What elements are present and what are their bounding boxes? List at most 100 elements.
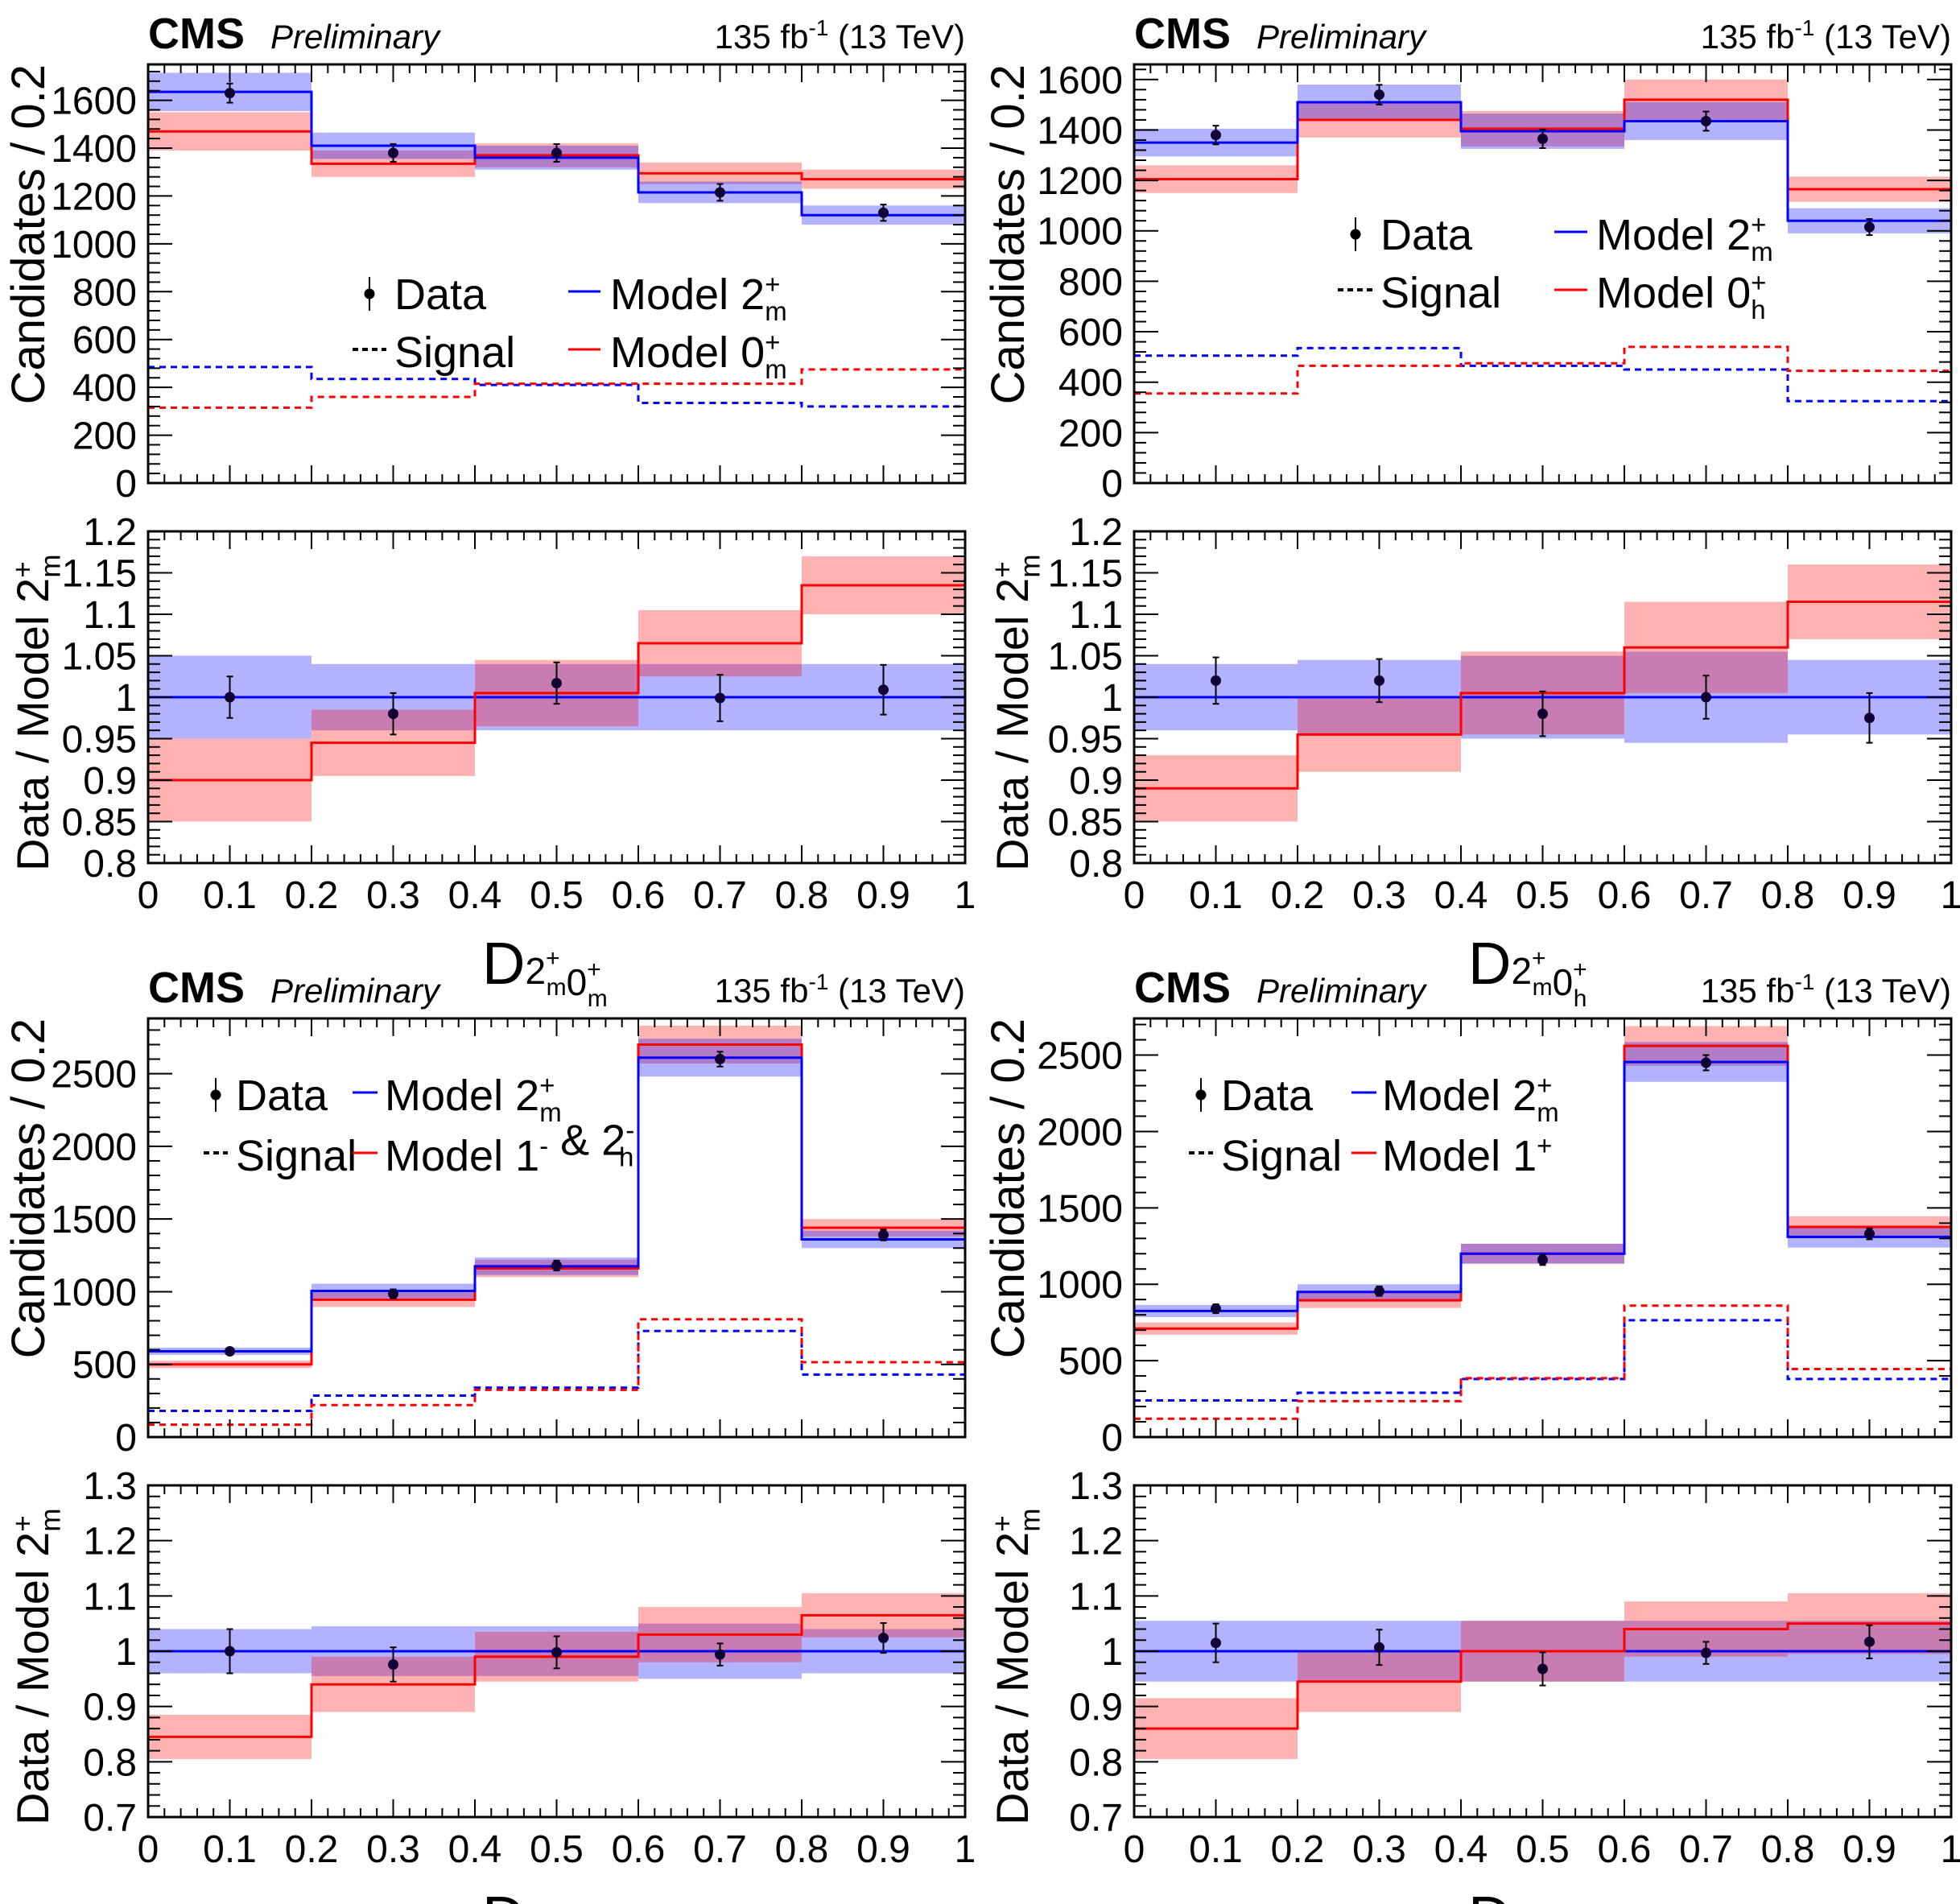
y-tick-label: 0 xyxy=(1101,1417,1123,1460)
signal-model-a-line xyxy=(148,1329,965,1412)
x-axis-subscript: 2 xyxy=(525,950,546,992)
x-axis-subscript-sup: + xyxy=(546,945,560,972)
y-tick-label: 400 xyxy=(1058,362,1123,405)
lumi-unit-exponent: -1 xyxy=(808,15,828,40)
ratio-data-point xyxy=(1864,712,1875,724)
x-tick-label: 0 xyxy=(1124,874,1145,917)
x-tick-label: 0.6 xyxy=(1598,874,1652,917)
y-tick-label: 1500 xyxy=(1037,1187,1123,1230)
x-tick-label: 0.6 xyxy=(612,874,666,917)
legend-model-a-label-sub: m xyxy=(1751,237,1773,266)
ratio-y-axis-title-text: Data / Model 2 xyxy=(7,578,58,871)
x-tick-label: 0.5 xyxy=(530,874,584,917)
data-point xyxy=(225,1345,235,1357)
legend-signal-label: Signal xyxy=(236,1132,357,1180)
ratio-y-axis-title-sub: m xyxy=(1015,1508,1046,1531)
x-tick-label: 0.1 xyxy=(203,874,257,917)
cms-label: CMS xyxy=(148,10,245,58)
legend-model-a-label-sub: m xyxy=(1537,1097,1559,1127)
y-axis-title: Candidates / 0.2 xyxy=(2,64,55,404)
y-tick-label: 1400 xyxy=(51,128,137,171)
luminosity-label: 135 fb-1 (13 TeV) xyxy=(715,15,965,56)
y-tick-label: 2500 xyxy=(1037,1035,1123,1078)
legend-signal-label: Signal xyxy=(1380,269,1501,317)
ratio-y-tick-label: 1.2 xyxy=(1069,1521,1123,1563)
legend-model-b-label-sup: - xyxy=(625,1115,634,1145)
ratio-y-tick-label: 1.1 xyxy=(83,1576,137,1618)
lumi-unit-exponent: -1 xyxy=(808,969,828,994)
ratio-model-b-line xyxy=(1134,1622,1951,1730)
ratio-y-tick-label: 1 xyxy=(115,1631,137,1674)
x-tick-label: 0.3 xyxy=(366,1828,420,1871)
ratio-data-point xyxy=(878,1633,889,1644)
data-point xyxy=(225,88,235,99)
energy-label: (13 TeV) xyxy=(828,972,965,1010)
x-tick-label: 0 xyxy=(138,1828,159,1871)
ratio-y-tick-label: 0.9 xyxy=(1069,760,1123,803)
lumi-unit-exponent: -1 xyxy=(1794,15,1814,40)
legend-model-b-label-sup: + xyxy=(1751,268,1766,298)
lumi-value: 135 fb xyxy=(1701,972,1795,1010)
x-tick-label: 0.3 xyxy=(366,874,420,917)
x-tick-label: 0.2 xyxy=(1271,874,1325,917)
x-axis-title: D2+m1- xyxy=(482,1884,595,1904)
legend-model-a-label-text: Model 2 xyxy=(610,271,765,319)
x-axis-title-main: D xyxy=(482,1884,525,1904)
ratio-data-point xyxy=(1211,675,1221,686)
ratio-y-tick-label: 0.85 xyxy=(62,802,137,845)
ratio-y-tick-label: 0.8 xyxy=(1069,1741,1123,1784)
ratio-y-tick-label: 1.1 xyxy=(1069,594,1123,637)
y-tick-label: 1400 xyxy=(1037,109,1123,152)
data-point xyxy=(715,1054,725,1065)
ratio-y-axis-title-text: Data / Model 2 xyxy=(987,578,1038,871)
legend-model-a-label: Model 2+ m xyxy=(610,270,787,326)
ratio-y-axis-title-group: Data / Model 2+m xyxy=(987,1508,1046,1825)
legend-model-a-label: Model 2+ m xyxy=(1382,1071,1559,1127)
legend-model-a-label-text: Model 2 xyxy=(1382,1072,1537,1120)
x-axis-subscript-sup: + xyxy=(546,1899,560,1904)
x-axis-subscript: 0 xyxy=(1553,961,1574,1003)
cms-label: CMS xyxy=(1134,10,1231,58)
legend-signal-label: Signal xyxy=(394,328,515,377)
ratio-data-point xyxy=(878,684,889,696)
x-axis-title: D2+ m0+ h xyxy=(1468,930,1587,1012)
x-tick-label: 0.4 xyxy=(448,874,502,917)
ratio-y-axis-title: Data / Model 2+m xyxy=(987,1508,1046,1825)
energy-label: (13 TeV) xyxy=(828,18,965,56)
x-tick-label: 0.4 xyxy=(448,1828,502,1871)
x-axis-subscript-sup: + xyxy=(587,956,601,983)
ratio-data-point xyxy=(1701,1647,1711,1658)
x-tick-label: 0.5 xyxy=(1516,874,1570,917)
luminosity-label: 135 fb-1 (13 TeV) xyxy=(715,969,965,1010)
x-tick-label: 0.7 xyxy=(1679,1828,1733,1871)
y-tick-label: 200 xyxy=(72,415,137,458)
legend-model-b-label: Model 1+ xyxy=(1382,1131,1552,1180)
y-tick-label: 1600 xyxy=(51,81,137,123)
legend-model-b-label: Model 0+ h xyxy=(1596,268,1766,324)
x-tick-label: 0.3 xyxy=(1352,874,1406,917)
ratio-data-point xyxy=(551,677,562,688)
x-tick-label: 0.2 xyxy=(285,1828,339,1871)
x-axis-subscript-sub: h xyxy=(1574,985,1587,1012)
x-tick-label: 0.2 xyxy=(1271,1828,1325,1871)
ratio-y-axis-title: Data / Model 2+m xyxy=(987,554,1046,871)
signal-model-a-line xyxy=(148,366,965,408)
y-tick-label: 1000 xyxy=(51,1271,137,1314)
x-tick-label: 0 xyxy=(1124,1828,1145,1871)
ratio-y-tick-label: 0.9 xyxy=(83,1687,137,1729)
ratio-y-tick-label: 1.3 xyxy=(83,1465,137,1508)
ratio-y-tick-label: 1 xyxy=(1101,1631,1123,1674)
data-point xyxy=(551,147,562,159)
legend-model-b-label-sub: h xyxy=(619,1142,633,1172)
legend-model-a-label-text: Model 2 xyxy=(1596,211,1751,259)
legend-model-b-label: Model 0+ m xyxy=(610,328,787,384)
ratio-y-axis-title-sup: + xyxy=(987,561,1018,577)
data-point xyxy=(1864,221,1875,233)
ratio-y-tick-label: 0.7 xyxy=(83,1797,137,1840)
legend-signal-label: Signal xyxy=(1221,1132,1342,1180)
x-axis-subscript-sup: + xyxy=(1573,956,1587,983)
legend-data-label: Data xyxy=(1380,211,1473,259)
legend-model-b-label-text: Model 0 xyxy=(1596,269,1751,317)
